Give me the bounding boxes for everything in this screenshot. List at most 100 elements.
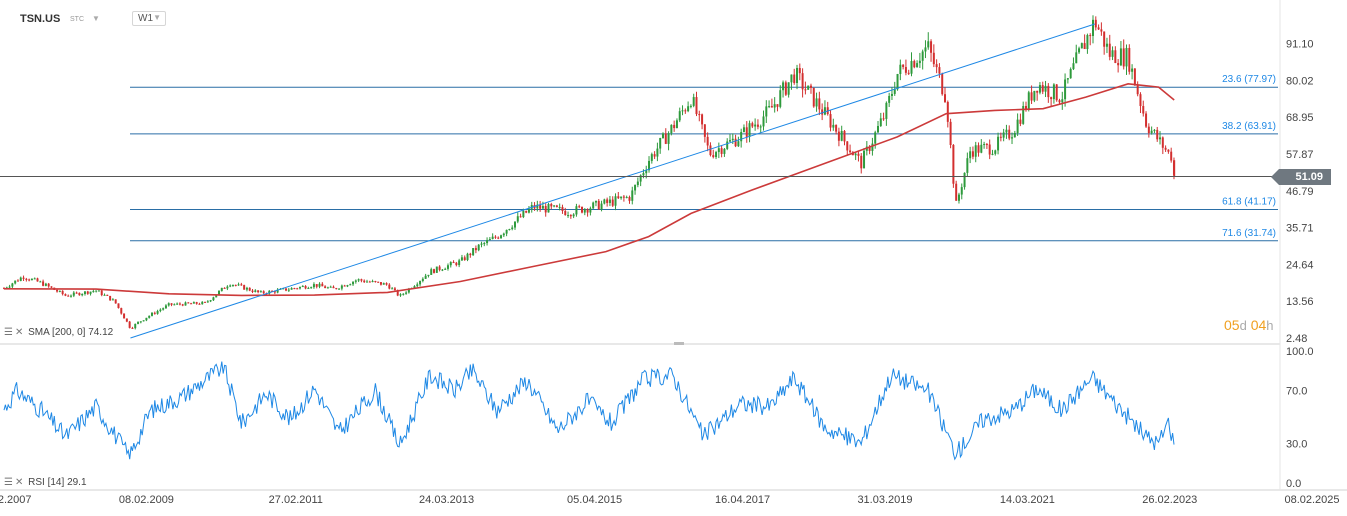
candle (340, 284, 343, 291)
candle-body (167, 303, 170, 306)
candle-body (72, 292, 75, 296)
candle (1119, 41, 1122, 67)
close-icon[interactable]: ✕ (14, 327, 24, 338)
candle (234, 284, 237, 287)
candle-body (1103, 31, 1106, 47)
candle-body (583, 209, 586, 213)
trendline-segment[interactable] (130, 23, 1095, 339)
candle-body (966, 158, 969, 173)
candle-body (156, 311, 159, 314)
candle-body (176, 303, 179, 305)
candle-body (366, 281, 369, 283)
candle-body (259, 291, 262, 293)
menu-icon[interactable]: ☰ (4, 477, 13, 488)
candle-body (522, 210, 525, 218)
candle-body (81, 293, 84, 296)
candle-body (47, 283, 50, 287)
symbol-dropdown-icon[interactable]: ▼ (92, 14, 100, 23)
candle-body (1164, 147, 1167, 150)
candle (821, 103, 824, 121)
candle (430, 267, 433, 275)
candle-body (92, 291, 95, 293)
rsi-tick-label: 30.0 (1286, 438, 1307, 450)
candle-body (1075, 52, 1078, 64)
candle-body (608, 199, 611, 203)
trendline[interactable] (130, 23, 1095, 339)
candle (614, 193, 617, 211)
candle (918, 52, 921, 68)
candle-body (1011, 137, 1014, 139)
candle (511, 225, 514, 231)
candle-body (1078, 48, 1081, 53)
candle-body (1156, 129, 1159, 140)
candle-body (567, 215, 570, 217)
panel-resize-handle[interactable] (674, 342, 684, 345)
sma-params: [200, 0] (52, 327, 86, 338)
candle (22, 275, 25, 282)
last-price-tag: 51.09 (1271, 168, 1331, 185)
candle-body (564, 210, 567, 216)
candle (815, 92, 818, 112)
candle-body (1050, 97, 1053, 100)
menu-icon[interactable]: ☰ (4, 327, 13, 338)
candle (446, 263, 449, 271)
candle-body (1002, 132, 1005, 138)
candle (349, 283, 352, 286)
candle (547, 202, 550, 213)
candle (921, 49, 924, 70)
candle (589, 206, 592, 216)
candle (759, 124, 762, 134)
candle (812, 87, 815, 108)
candle (1061, 91, 1064, 110)
candle (14, 280, 17, 285)
candle (131, 326, 134, 329)
candle (11, 282, 14, 289)
candle-body (812, 87, 815, 107)
candle (1030, 85, 1033, 104)
fibonacci-levels[interactable]: 23.6 (77.97) 38.2 (63.91) 61.8 (41.17) 71.6… (130, 74, 1278, 242)
candle (835, 124, 838, 135)
candle-body (971, 151, 974, 157)
candle (298, 286, 301, 290)
candle (857, 150, 860, 162)
candle-body (134, 323, 137, 329)
timeframe-select[interactable]: W1 ▼ (132, 11, 166, 26)
candle (801, 68, 804, 98)
sma-indicator-label[interactable]: ☰ ✕ SMA [200, 0] 74.12 (4, 327, 113, 338)
candle (427, 274, 430, 278)
candle-body (513, 221, 516, 228)
candle (1147, 123, 1150, 138)
candle (1125, 44, 1128, 75)
candle-body (720, 148, 723, 154)
candle-body (572, 214, 575, 217)
candle-body (354, 280, 357, 282)
candle-body (740, 131, 743, 142)
candle (782, 80, 785, 98)
candle (854, 152, 857, 161)
candle (28, 278, 31, 282)
grid (0, 0, 1347, 491)
candle-body (854, 153, 857, 156)
candle-body (198, 303, 201, 305)
candle-body (656, 148, 659, 157)
sma-name: SMA (28, 327, 50, 338)
candle (723, 147, 726, 157)
candle (502, 232, 505, 238)
candle (388, 283, 391, 290)
candle (58, 290, 61, 293)
candle-body (463, 257, 466, 261)
candle (444, 267, 447, 270)
candle-body (427, 274, 430, 276)
candle (466, 252, 469, 262)
candle-body (790, 74, 793, 83)
candle-body (768, 106, 771, 108)
candle (1103, 31, 1106, 55)
candle-body (717, 148, 720, 153)
close-icon[interactable]: ✕ (14, 477, 24, 488)
candle (798, 63, 801, 81)
candle-body (145, 317, 148, 321)
candle (16, 279, 19, 282)
rsi-indicator-label[interactable]: ☰ ✕ RSI [14] 29.1 (4, 477, 87, 488)
candle (374, 280, 377, 283)
